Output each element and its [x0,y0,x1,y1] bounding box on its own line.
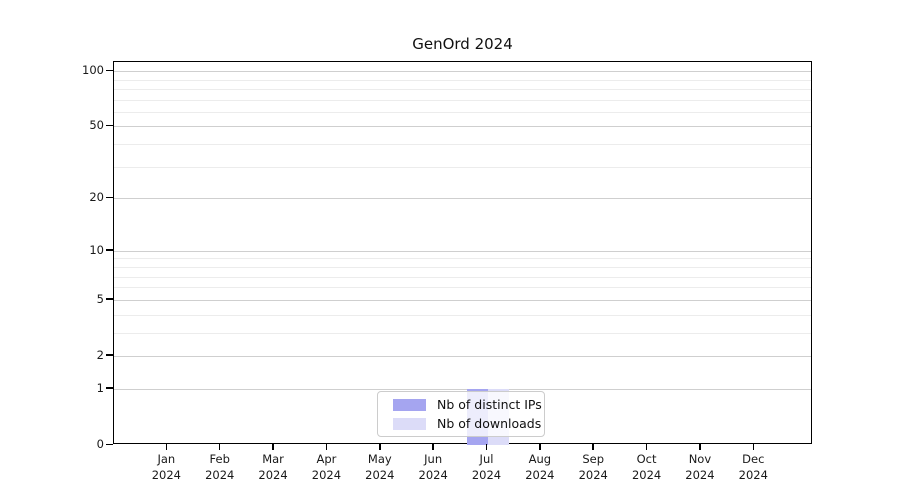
major-gridline [114,198,811,200]
y-tick-mark [106,124,113,127]
x-tick-mark [592,444,594,450]
x-tick-mark [325,444,328,450]
y-tick-label: 10 [89,242,104,257]
x-tick-label: Apr 2024 [311,452,342,482]
legend-label-distinct-ips: Nb of distinct IPs [437,397,542,412]
y-tick-label: 0 [96,437,104,451]
x-tick-label: Aug 2024 [525,452,555,482]
y-tick-label: 1 [96,380,104,395]
minor-gridline [114,88,811,90]
y-tick-label: 5 [96,291,104,306]
x-tick-mark [165,444,168,450]
y-tick-label: 100 [82,63,104,78]
plot-area [113,61,812,445]
minor-gridline [114,276,811,278]
x-tick-label: Oct 2024 [631,452,662,482]
y-tick-mark [106,196,113,199]
x-tick-label: Jan 2024 [151,452,181,482]
x-tick-mark [752,444,755,450]
x-tick-mark [218,444,221,450]
y-tick-label: 50 [89,118,104,133]
chart-title: GenOrd 2024 [412,35,513,53]
x-tick-label: Feb 2024 [205,452,235,482]
y-tick-label: 20 [89,190,104,205]
legend: Nb of distinct IPs Nb of downloads [377,391,545,437]
y-tick-mark [106,443,113,445]
x-tick-mark [539,444,541,450]
major-gridline [114,355,811,357]
x-tick-mark [432,444,434,450]
x-tick-mark [699,444,701,450]
legend-item-distinct-ips: Nb of distinct IPs [393,397,542,412]
x-tick-mark [645,444,648,450]
y-tick-mark [106,249,113,251]
legend-swatch-downloads [393,417,426,430]
x-tick-mark [272,444,274,450]
x-tick-label: Dec 2024 [738,452,768,482]
minor-gridline [114,79,811,81]
x-tick-label: May 2024 [365,452,395,482]
x-tick-label: Sep 2024 [578,452,608,482]
legend-swatch-distinct-ips [393,398,426,411]
y-tick-mark [106,69,113,72]
y-tick-label: 2 [96,347,104,362]
minor-gridline [114,287,811,289]
minor-gridline [114,111,811,113]
major-gridline [114,71,811,73]
x-tick-label: Mar 2024 [258,452,288,482]
legend-label-downloads: Nb of downloads [437,416,542,431]
legend-item-downloads: Nb of downloads [393,416,541,431]
minor-gridline [114,266,811,268]
x-tick-label: Nov 2024 [685,452,715,482]
y-tick-mark [106,298,113,300]
x-tick-label: Jun 2024 [418,452,448,482]
major-gridline [114,299,811,301]
x-tick-label: Jul 2024 [471,452,502,482]
y-tick-mark [106,387,113,389]
x-tick-mark [379,444,381,450]
major-gridline [114,126,811,128]
minor-gridline [114,314,811,316]
minor-gridline [114,332,811,334]
minor-gridline [114,144,811,146]
minor-gridline [114,258,811,260]
major-gridline [114,388,811,390]
major-gridline [114,250,811,252]
minor-gridline [114,99,811,101]
minor-gridline [114,166,811,168]
y-tick-mark [106,354,113,356]
